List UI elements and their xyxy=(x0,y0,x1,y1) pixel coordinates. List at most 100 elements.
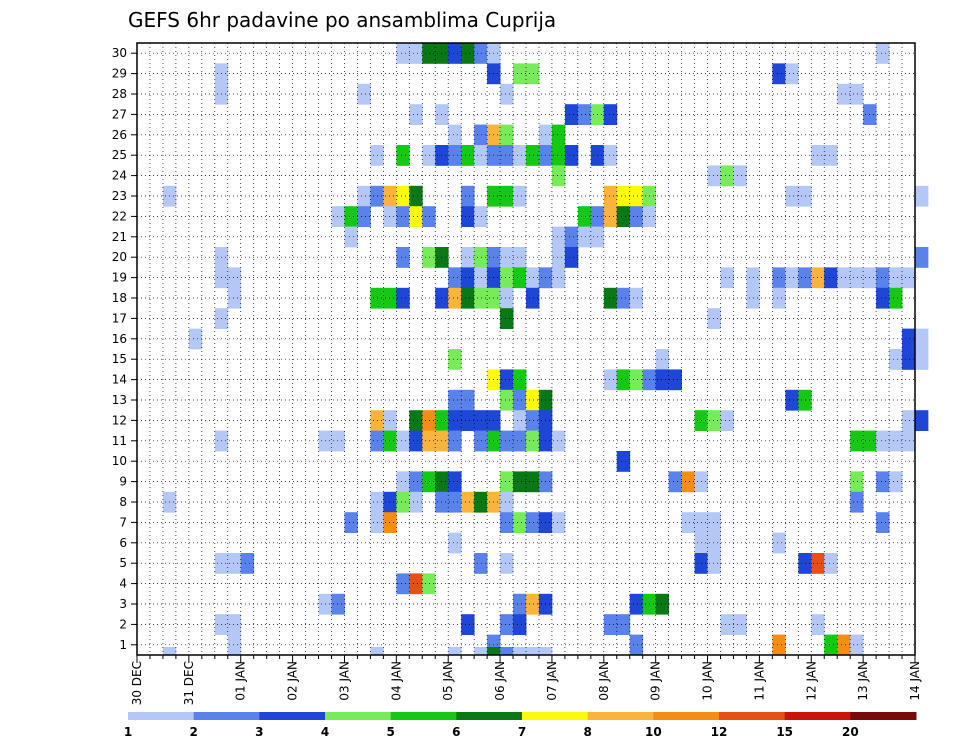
precip-cell xyxy=(474,247,488,268)
precip-cell xyxy=(902,430,916,452)
precip-cell xyxy=(409,185,423,207)
legend-label: 6 xyxy=(452,725,460,739)
x-tick-label: 03 JAN xyxy=(337,661,351,701)
precip-cell xyxy=(474,145,488,166)
precip-cell xyxy=(915,247,929,268)
x-tick-label: 31 DEC xyxy=(182,661,196,705)
precip-cell xyxy=(902,267,916,289)
precip-cell xyxy=(564,247,579,268)
precip-cell xyxy=(837,634,851,656)
y-tick-label: 13 xyxy=(112,393,127,407)
precip-cell xyxy=(551,247,566,268)
precip-cell xyxy=(422,206,436,227)
x-tick-label: 12 JAN xyxy=(804,661,818,701)
precip-cell xyxy=(500,369,514,391)
y-tick-label: 10 xyxy=(112,454,127,468)
precip-cell xyxy=(915,410,929,431)
legend-color-swatch xyxy=(325,712,392,720)
precip-cell xyxy=(551,145,566,166)
x-tick-label: 09 JAN xyxy=(649,661,663,701)
precip-cell xyxy=(513,614,527,635)
precip-cell xyxy=(889,267,903,289)
legend-color-swatch xyxy=(456,712,523,720)
x-tick-label: 30 DEC xyxy=(130,661,144,705)
precip-cell xyxy=(500,430,514,452)
precip-cell xyxy=(344,226,358,248)
y-tick-label: 28 xyxy=(112,87,127,101)
precip-cell xyxy=(461,206,475,227)
precip-cell xyxy=(409,430,423,452)
precip-cell xyxy=(474,647,488,655)
legend-label: 12 xyxy=(711,725,728,739)
y-tick-label: 14 xyxy=(112,373,127,387)
precip-cell xyxy=(850,267,864,289)
legend-label: 3 xyxy=(255,725,263,739)
precip-cell xyxy=(448,267,462,289)
precip-cell xyxy=(655,349,670,370)
precip-cell xyxy=(448,389,462,411)
y-tick-label: 4 xyxy=(119,577,127,591)
precip-cell xyxy=(526,647,540,655)
precip-cell xyxy=(513,185,527,207)
precip-cell xyxy=(448,430,462,452)
precip-cell xyxy=(655,593,670,615)
precip-cell xyxy=(772,63,786,85)
precip-cell xyxy=(551,165,566,187)
y-tick-label: 15 xyxy=(112,352,127,366)
precip-cell xyxy=(551,124,566,146)
precip-cell xyxy=(461,185,475,207)
y-tick-label: 24 xyxy=(112,169,127,183)
y-tick-label: 12 xyxy=(112,413,127,427)
x-tick-label: 04 JAN xyxy=(389,661,403,701)
precip-cell xyxy=(526,145,540,166)
precip-cell xyxy=(526,267,540,289)
precip-cell xyxy=(448,43,462,64)
precip-cell xyxy=(720,614,734,635)
precip-cell xyxy=(331,593,345,615)
precip-cell xyxy=(720,267,734,289)
precip-cell xyxy=(331,430,345,452)
precip-cell xyxy=(344,206,358,227)
precip-cell xyxy=(448,349,462,370)
y-tick-label: 16 xyxy=(112,332,127,346)
precip-cell xyxy=(772,267,786,289)
precip-cell xyxy=(513,369,527,391)
precip-cell xyxy=(357,206,371,227)
y-tick-label: 3 xyxy=(119,597,127,611)
precip-cell xyxy=(474,206,488,227)
precip-cell xyxy=(331,206,345,227)
precip-cell xyxy=(422,410,436,431)
precip-cell xyxy=(616,287,631,309)
precip-cell xyxy=(422,471,436,493)
precip-cell xyxy=(162,647,177,655)
precip-cell xyxy=(409,410,423,431)
precip-cell xyxy=(227,287,242,309)
precip-cell xyxy=(409,491,423,513)
precip-cell xyxy=(772,634,786,656)
precip-cell xyxy=(616,614,631,635)
precip-cell xyxy=(448,124,462,146)
y-tick-label: 27 xyxy=(112,107,127,121)
precip-cell xyxy=(383,185,397,207)
legend-label: 20 xyxy=(842,725,859,739)
precip-cell xyxy=(564,145,579,166)
precip-cell xyxy=(850,634,864,656)
legend-label: 15 xyxy=(776,725,793,739)
legend-label: 1 xyxy=(124,725,132,739)
precip-cell xyxy=(707,553,721,574)
precip-cell xyxy=(409,573,423,595)
precip-cell xyxy=(629,593,644,615)
precip-cell xyxy=(461,145,475,166)
y-tick-label: 2 xyxy=(119,617,127,631)
precip-cell xyxy=(448,287,462,309)
y-tick-label: 23 xyxy=(112,189,127,203)
precip-cell xyxy=(396,471,410,493)
precip-cell xyxy=(513,512,527,533)
precip-cell xyxy=(383,206,397,227)
precip-cell xyxy=(551,267,566,289)
precip-cell xyxy=(396,185,410,207)
precip-cell xyxy=(526,389,540,411)
precip-cell xyxy=(785,389,799,411)
precip-cell xyxy=(448,532,462,554)
precip-cell xyxy=(616,369,631,391)
